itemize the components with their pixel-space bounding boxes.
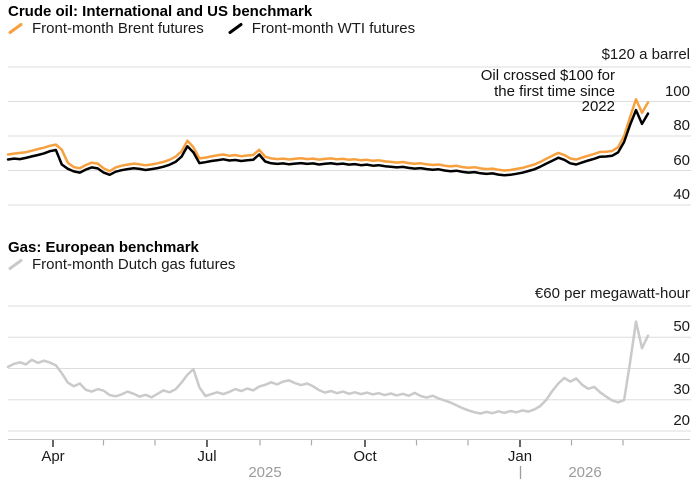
- chart1-unit-label: $120 a barrel: [601, 46, 690, 63]
- x-axis-month-label: Jan: [507, 448, 533, 465]
- series-line-gas: [6, 320, 650, 415]
- chart1-legend: Front-month Brent futures Front-month WT…: [8, 20, 415, 37]
- annotation-line-1: Oil crossed $100 for: [480, 67, 615, 84]
- chart1-title: Crude oil: International and US benchmar…: [8, 3, 313, 20]
- series-line-brent: [6, 98, 650, 173]
- gas-line-sample-icon: [8, 259, 23, 270]
- brent-line-sample-icon: [8, 23, 23, 34]
- chart1-annotation: Oil crossed $100 for the first time sinc…: [481, 68, 615, 115]
- series-line-wti: [6, 108, 650, 177]
- x-axis-month-label: Apr: [41, 448, 65, 465]
- y-axis-label: 40: [673, 349, 690, 367]
- y-axis-label: 30: [673, 380, 690, 398]
- x-axis-month-label: Jul: [197, 448, 217, 465]
- wti-line-sample-stroke: [228, 23, 243, 34]
- y-axis-label: 50: [673, 318, 690, 336]
- legend-item-wti: Front-month WTI futures: [228, 20, 415, 37]
- y-axis-label: 60: [673, 151, 690, 169]
- legend-label-wti: Front-month WTI futures: [251, 20, 416, 37]
- chart2-legend: Front-month Dutch gas futures: [8, 256, 235, 273]
- legend-item-dutch-gas: Front-month Dutch gas futures: [8, 256, 235, 273]
- wti-line-sample-icon: [228, 23, 243, 34]
- brent-line-sample-stroke: [8, 23, 23, 34]
- y-axis-label: 100: [664, 82, 690, 100]
- chart2-title: Gas: European benchmark: [8, 239, 199, 256]
- y-axis-label: 40: [673, 186, 690, 203]
- x-axis-month-label: Oct: [353, 448, 377, 465]
- annotation-line-3: 2022: [581, 98, 615, 115]
- legend-label-brent: Front-month Brent futures: [32, 20, 204, 37]
- gas-line-sample-stroke: [8, 259, 23, 270]
- x-axis-year-label: 2026: [568, 464, 602, 481]
- legend-label-dutch-gas: Front-month Dutch gas futures: [32, 256, 236, 273]
- legend-item-brent: Front-month Brent futures: [8, 20, 204, 37]
- x-axis-year-label: 2025: [248, 464, 282, 481]
- chart2-unit-label: €60 per megawatt-hour: [534, 285, 690, 302]
- y-axis-label: 80: [673, 117, 690, 134]
- annotation-line-2: the first time since: [494, 82, 615, 100]
- y-axis-label: 20: [673, 412, 690, 429]
